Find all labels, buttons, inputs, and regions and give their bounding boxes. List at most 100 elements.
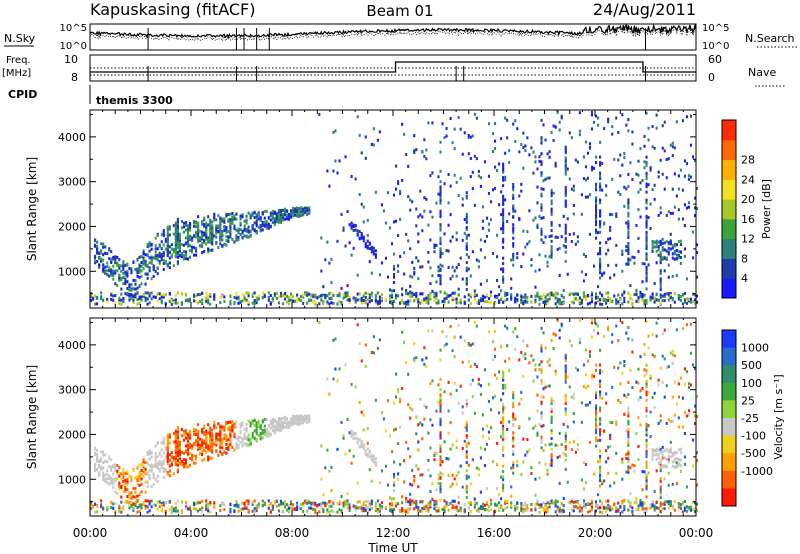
velocity-cell: [306, 509, 309, 513]
power-cell: [542, 123, 545, 127]
power-cell: [166, 264, 169, 268]
power-cell: [657, 298, 660, 302]
velocity-cell: [483, 503, 486, 507]
power-cell: [661, 299, 664, 303]
power-cell: [578, 301, 581, 305]
velocity-cell: [564, 407, 567, 411]
power-cell: [471, 170, 474, 174]
velocity-cell: [370, 502, 373, 506]
power-cell: [166, 229, 169, 233]
power-cell: [110, 250, 113, 254]
velocity-cell: [180, 500, 183, 504]
power-cell: [225, 227, 228, 231]
velocity-cell: [372, 351, 375, 355]
velocity-cell: [148, 450, 151, 454]
velocity-cell: [522, 374, 525, 378]
velocity-cell: [263, 428, 266, 432]
power-cell: [582, 291, 585, 295]
power-cell: [627, 246, 630, 250]
velocity-cell: [110, 476, 113, 480]
velocity-cell: [176, 446, 179, 450]
power-cell: [629, 161, 632, 165]
colorbar-frame: [721, 119, 737, 299]
power-cell: [637, 296, 640, 300]
power-cell: [162, 229, 165, 233]
power-cell: [249, 229, 252, 233]
power-cell: [582, 294, 585, 298]
velocity-cell: [405, 496, 408, 500]
power-cell: [502, 167, 505, 171]
velocity-cell: [136, 466, 139, 470]
power-cell: [661, 172, 664, 176]
velocity-cell: [188, 433, 192, 437]
velocity-cell: [281, 424, 284, 428]
velocity-cell: [283, 415, 287, 419]
velocity-cell: [413, 501, 416, 505]
power-cell: [390, 302, 394, 306]
noise-tick-right-top: 10^5: [702, 23, 729, 34]
velocity-cell: [582, 487, 585, 491]
power-cell: [627, 184, 630, 188]
power-cell: [475, 116, 478, 120]
power-cell: [524, 299, 527, 303]
power-cell: [653, 183, 656, 187]
velocity-cell: [178, 452, 181, 456]
velocity-cell: [170, 455, 173, 459]
velocity-cell: [261, 499, 264, 503]
power-cell: [182, 243, 186, 247]
power-cell: [522, 252, 525, 256]
velocity-cell: [467, 341, 470, 345]
velocity-cell: [502, 478, 505, 482]
power-cell: [399, 189, 402, 193]
velocity-cell: [554, 369, 557, 373]
power-cell: [378, 295, 381, 299]
velocity-cell: [534, 493, 537, 497]
velocity-cell: [358, 445, 361, 449]
power-cell: [312, 299, 315, 303]
velocity-cell: [134, 495, 137, 499]
power-cell: [285, 213, 289, 217]
power-cell: [251, 211, 254, 215]
velocity-cell: [296, 422, 299, 426]
velocity-cell: [253, 424, 256, 428]
power-cell: [411, 275, 414, 279]
power-cell: [576, 240, 579, 244]
velocity-cell: [435, 488, 438, 492]
power-cell: [651, 188, 654, 192]
power-cell: [558, 120, 561, 124]
velocity-cell: [588, 509, 592, 513]
power-cell: [124, 270, 127, 274]
power-cell: [184, 221, 188, 225]
colorbar-swatch: [722, 159, 736, 180]
power-cell: [689, 300, 693, 304]
velocity-cell: [502, 405, 505, 409]
velocity-cell: [322, 508, 325, 512]
power-cell: [399, 301, 402, 305]
power-cell: [142, 251, 145, 255]
velocity-cell: [124, 485, 127, 489]
velocity-cell: [273, 418, 276, 422]
power-cell: [112, 294, 115, 298]
velocity-cell: [239, 422, 242, 426]
velocity-cell: [106, 472, 109, 476]
power-cell: [275, 291, 278, 295]
velocity-cell: [114, 466, 117, 470]
power-cell: [627, 252, 630, 256]
power-cell: [100, 251, 103, 255]
velocity-cell: [164, 501, 167, 505]
freq-traces: [90, 61, 696, 81]
power-cell: [106, 261, 109, 265]
power-cell: [281, 214, 284, 218]
power-cell: [227, 238, 230, 242]
power-cell: [409, 299, 412, 303]
velocity-cell: [453, 499, 456, 503]
velocity-cell: [265, 431, 268, 435]
velocity-cell: [170, 461, 173, 465]
velocity-cell: [102, 474, 105, 478]
velocity-cell: [148, 469, 151, 473]
velocity-cell: [108, 482, 111, 486]
power-cell: [267, 225, 270, 229]
power-cell: [453, 269, 456, 273]
power-cell: [166, 245, 169, 249]
power-cell: [536, 201, 539, 205]
